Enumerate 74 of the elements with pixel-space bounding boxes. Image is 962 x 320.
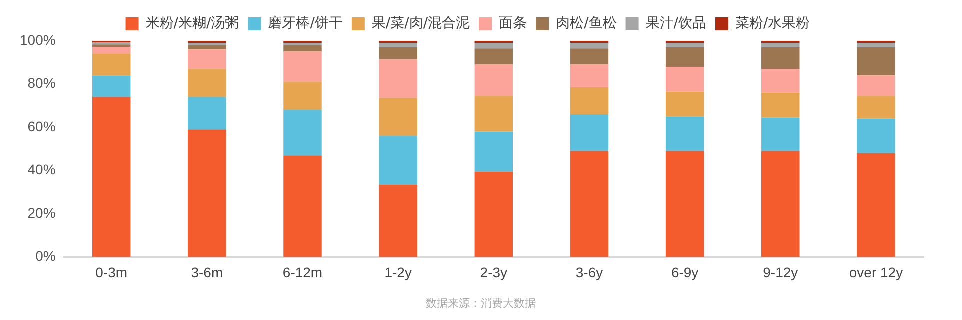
y-tick-label: 80%	[28, 75, 56, 92]
legend-label: 菜粉/水果粉	[736, 16, 810, 32]
bar	[92, 44, 131, 48]
bar	[857, 153, 896, 258]
bar	[666, 151, 704, 258]
bar	[284, 110, 322, 156]
bar	[570, 87, 609, 115]
bar	[857, 118, 896, 154]
bar	[570, 43, 609, 49]
source-note: 数据来源：消费大数据	[425, 296, 537, 311]
y-tick-label: 0%	[36, 248, 56, 264]
x-tick-label: 9-12y	[763, 264, 798, 280]
bar	[570, 64, 609, 88]
y-tick-label: 40%	[28, 162, 56, 178]
bar	[762, 47, 800, 70]
x-tick-label: 1-2y	[384, 264, 412, 280]
bar	[570, 114, 609, 152]
legend-label: 米粉/米糊/汤粥	[146, 16, 240, 32]
bar	[379, 184, 418, 258]
bar	[92, 97, 131, 258]
bar	[857, 43, 896, 48]
x-tick-label: 2-3y	[480, 264, 508, 280]
legend-label: 果/菜/肉/混合泥	[372, 16, 470, 32]
bar	[379, 98, 418, 136]
bar	[379, 43, 418, 48]
bar	[474, 132, 514, 172]
bar	[762, 69, 800, 93]
x-tick-label: 3-6y	[576, 264, 604, 280]
bar	[666, 116, 704, 152]
legend-label: 果汁/饮品	[646, 16, 707, 32]
bar	[857, 47, 896, 76]
x-tick-label: 6-9y	[671, 264, 699, 280]
bar	[92, 47, 131, 54]
bar	[284, 82, 322, 110]
bar	[188, 130, 226, 258]
bar	[474, 43, 514, 49]
bar	[857, 96, 896, 119]
bar	[762, 43, 800, 48]
bar	[474, 96, 514, 132]
x-tick-label: 6-12m	[282, 264, 323, 280]
bar	[666, 47, 704, 67]
legend-label: 肉松/鱼松	[556, 16, 617, 32]
bar	[762, 118, 800, 152]
bar	[570, 48, 609, 65]
bar	[762, 92, 800, 118]
bar	[474, 172, 514, 258]
bar	[92, 76, 131, 98]
bar	[666, 66, 704, 92]
bar	[474, 64, 514, 96]
legend-label: 面条	[499, 16, 528, 32]
legend-label: 磨牙棒/饼干	[268, 16, 343, 32]
bar	[474, 48, 514, 65]
bar	[379, 47, 418, 60]
bar	[379, 136, 418, 185]
x-tick-label: over 12y	[849, 264, 904, 280]
bar	[284, 156, 322, 258]
bar	[857, 76, 896, 96]
y-tick-label: 60%	[28, 118, 56, 134]
bar	[570, 151, 609, 258]
bar	[188, 45, 226, 50]
bar	[666, 43, 704, 48]
bar	[284, 45, 322, 52]
bar	[188, 50, 226, 70]
bar	[188, 69, 226, 98]
bar	[92, 54, 131, 76]
bar	[284, 52, 322, 82]
bar	[188, 97, 226, 130]
x-tick-label: 0-3m	[96, 264, 128, 280]
y-tick-label: 20%	[28, 204, 56, 221]
bar	[379, 59, 418, 98]
bar	[762, 151, 800, 258]
bar	[666, 92, 704, 117]
x-tick-label: 3-6m	[191, 264, 224, 280]
y-tick-label: 100%	[20, 32, 56, 48]
